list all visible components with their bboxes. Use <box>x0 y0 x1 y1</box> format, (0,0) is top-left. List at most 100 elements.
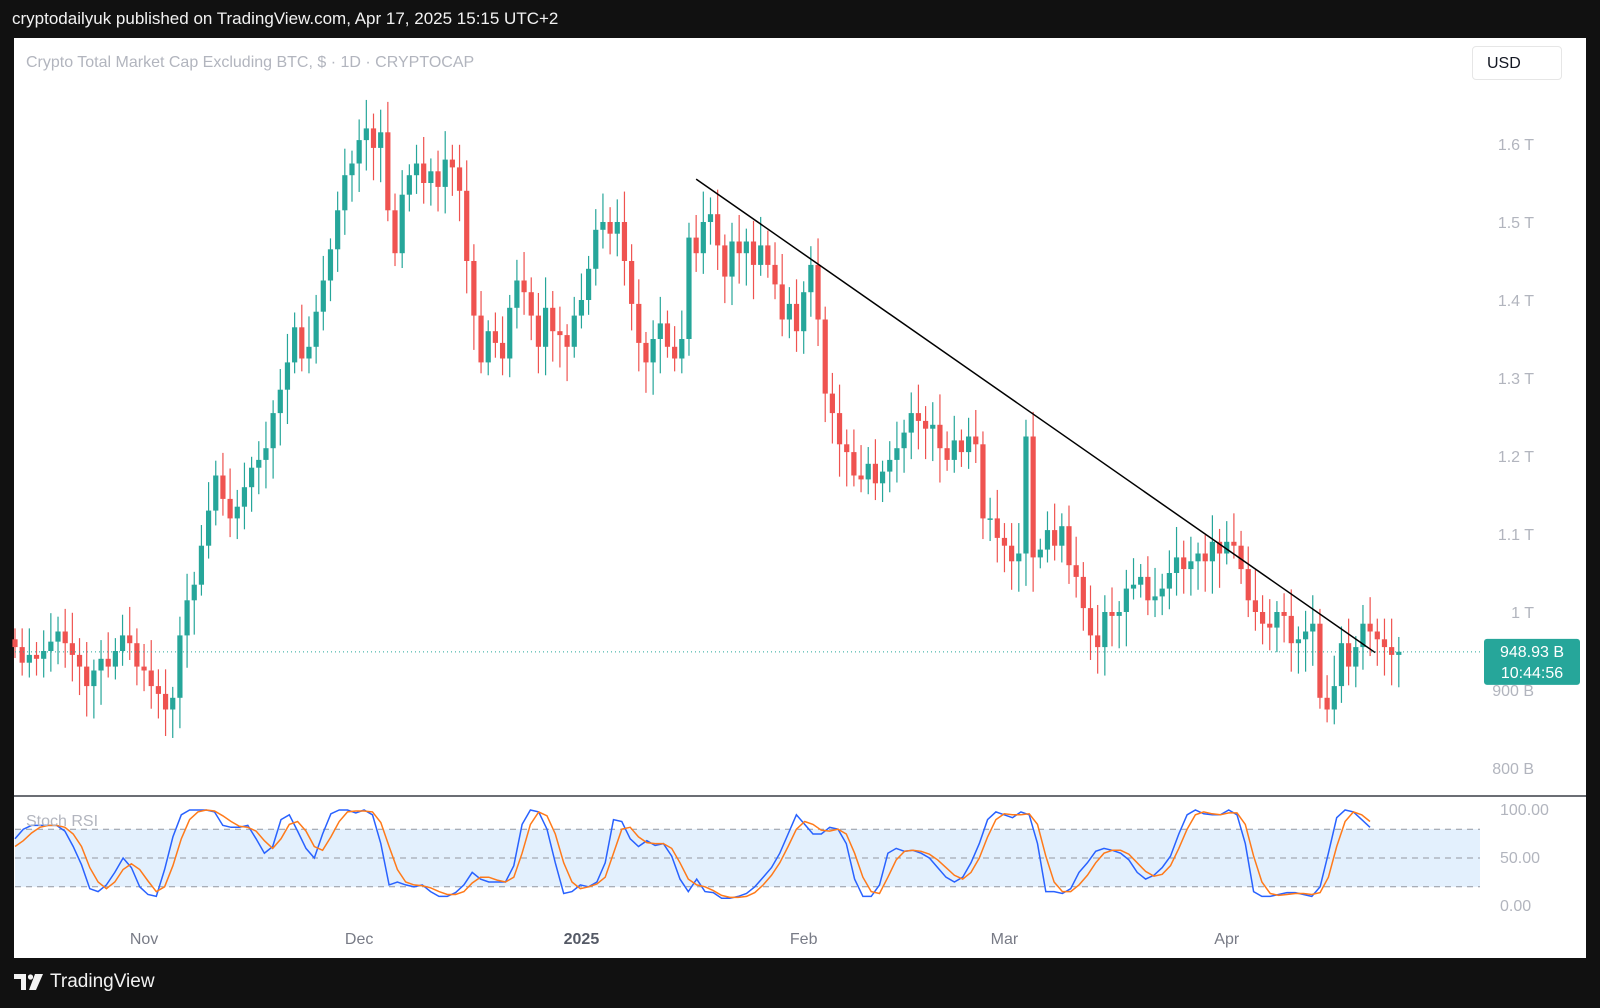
candle[interactable] <box>335 191 341 272</box>
candle[interactable] <box>205 482 212 559</box>
candle[interactable] <box>887 441 893 493</box>
candle[interactable] <box>105 632 111 678</box>
candle[interactable] <box>134 628 140 686</box>
candle[interactable] <box>1009 523 1015 590</box>
candle[interactable] <box>234 489 240 540</box>
candle[interactable] <box>1080 562 1086 631</box>
candle[interactable] <box>643 331 649 393</box>
candle[interactable] <box>62 608 68 668</box>
candle[interactable] <box>736 214 742 284</box>
candle[interactable] <box>127 606 133 660</box>
candle[interactable] <box>26 628 32 678</box>
candle[interactable] <box>1202 534 1208 592</box>
candle[interactable] <box>593 209 599 286</box>
candle[interactable] <box>1109 587 1115 647</box>
candle[interactable] <box>12 628 18 659</box>
candle[interactable] <box>822 306 828 423</box>
candle[interactable] <box>155 669 161 719</box>
candle[interactable] <box>607 207 613 255</box>
candle[interactable] <box>564 324 570 382</box>
candle[interactable] <box>865 447 871 495</box>
candle[interactable] <box>177 616 183 729</box>
candle[interactable] <box>84 642 90 717</box>
candle[interactable] <box>679 310 685 374</box>
candle[interactable] <box>1238 530 1244 584</box>
candle[interactable] <box>1102 595 1108 676</box>
candle[interactable] <box>363 99 369 171</box>
candle[interactable] <box>170 686 176 738</box>
candle[interactable] <box>249 456 255 512</box>
candle[interactable] <box>1166 550 1172 610</box>
candle[interactable] <box>1324 675 1330 723</box>
candle[interactable] <box>112 638 118 680</box>
candle[interactable] <box>349 150 355 202</box>
candle[interactable] <box>1360 604 1366 670</box>
candle[interactable] <box>220 452 226 516</box>
candle[interactable] <box>1195 542 1201 590</box>
candle[interactable] <box>370 113 377 181</box>
candle[interactable] <box>91 659 97 719</box>
candle[interactable] <box>693 214 699 272</box>
candle[interactable] <box>743 228 749 286</box>
candle[interactable] <box>629 244 635 331</box>
candle[interactable] <box>722 234 728 304</box>
candle[interactable] <box>793 279 800 352</box>
candle[interactable] <box>1267 599 1273 651</box>
candle[interactable] <box>1130 558 1137 600</box>
candle[interactable] <box>392 193 398 267</box>
candle[interactable] <box>879 460 886 503</box>
candle[interactable] <box>542 277 549 376</box>
candle[interactable] <box>385 101 391 222</box>
candle[interactable] <box>1066 505 1072 584</box>
candle[interactable] <box>292 312 298 374</box>
candle[interactable] <box>1073 536 1079 598</box>
candle[interactable] <box>535 292 542 374</box>
candle[interactable] <box>19 628 25 676</box>
candle[interactable] <box>1188 536 1194 596</box>
candle[interactable] <box>657 296 663 374</box>
candle[interactable] <box>241 462 248 530</box>
candle[interactable] <box>557 306 563 368</box>
candle[interactable] <box>571 296 577 358</box>
candle[interactable] <box>98 640 104 705</box>
candle[interactable] <box>299 304 305 372</box>
candle[interactable] <box>69 612 75 682</box>
candle[interactable] <box>284 333 291 425</box>
candle[interactable] <box>256 441 262 495</box>
candle[interactable] <box>327 238 334 302</box>
candle[interactable] <box>1353 636 1359 688</box>
candle[interactable] <box>1245 546 1251 618</box>
candle[interactable] <box>1181 540 1187 594</box>
candle[interactable] <box>213 460 219 526</box>
candle[interactable] <box>141 643 147 692</box>
candle[interactable] <box>1259 595 1266 645</box>
candle[interactable] <box>478 291 484 374</box>
candle[interactable] <box>1037 538 1043 569</box>
candle[interactable] <box>456 144 463 222</box>
candle[interactable] <box>1317 608 1323 709</box>
candle[interactable] <box>442 131 448 214</box>
candle[interactable] <box>378 109 384 183</box>
candle[interactable] <box>514 259 520 329</box>
candle[interactable] <box>270 400 276 479</box>
candle[interactable] <box>1346 618 1352 686</box>
candle[interactable] <box>1338 626 1345 703</box>
candle[interactable] <box>958 429 965 467</box>
candle[interactable] <box>1138 564 1144 598</box>
candle[interactable] <box>1016 523 1022 592</box>
candle[interactable] <box>944 431 950 471</box>
candle[interactable] <box>672 326 678 372</box>
candle[interactable] <box>858 445 864 493</box>
candle[interactable] <box>1374 618 1380 666</box>
candle[interactable] <box>707 197 714 245</box>
candle[interactable] <box>915 384 922 450</box>
candle[interactable] <box>729 222 735 306</box>
candle[interactable] <box>872 439 878 501</box>
candle[interactable] <box>528 277 534 341</box>
candle[interactable] <box>966 417 972 469</box>
candle[interactable] <box>1152 567 1158 618</box>
candle[interactable] <box>1087 585 1094 660</box>
candle[interactable] <box>1216 528 1223 588</box>
candle[interactable] <box>578 273 585 329</box>
candle[interactable] <box>973 409 979 464</box>
